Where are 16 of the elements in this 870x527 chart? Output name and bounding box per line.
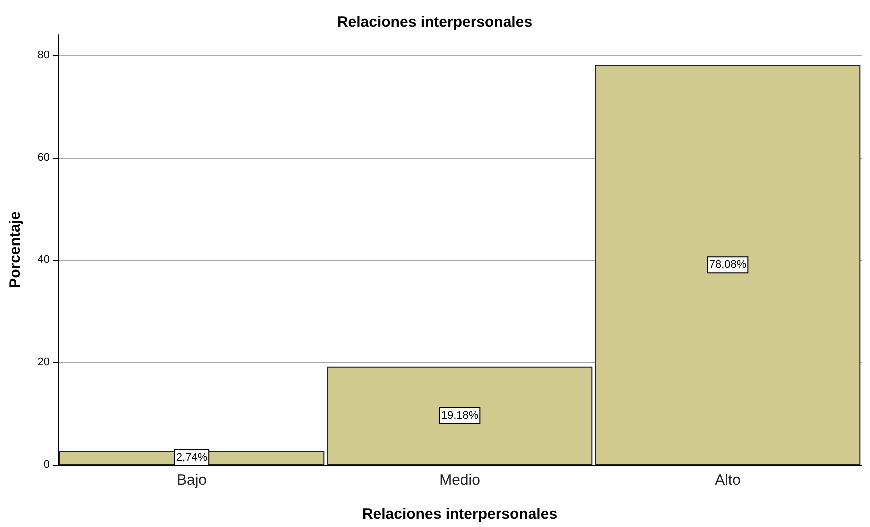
x-axis-title: Relaciones interpersonales	[362, 506, 558, 523]
y-tick-label: 0	[44, 459, 50, 471]
y-tick-label: 80	[38, 49, 50, 62]
data-label: 2,74%	[176, 452, 208, 464]
y-axis-title: Porcentaje	[7, 212, 24, 288]
x-tick-label: Alto	[715, 472, 741, 489]
y-tick-label: 40	[38, 254, 50, 266]
y-tick-label: 20	[38, 356, 50, 369]
chart-title: Relaciones interpersonales	[337, 14, 533, 31]
y-tick-label: 60	[38, 152, 50, 164]
data-label: 78,08%	[709, 259, 747, 272]
bar	[595, 65, 861, 465]
x-tick-label: Bajo	[176, 472, 208, 489]
x-tick-label: Medio	[440, 472, 480, 489]
bar	[327, 366, 593, 465]
data-label: 19,18%	[441, 410, 479, 422]
